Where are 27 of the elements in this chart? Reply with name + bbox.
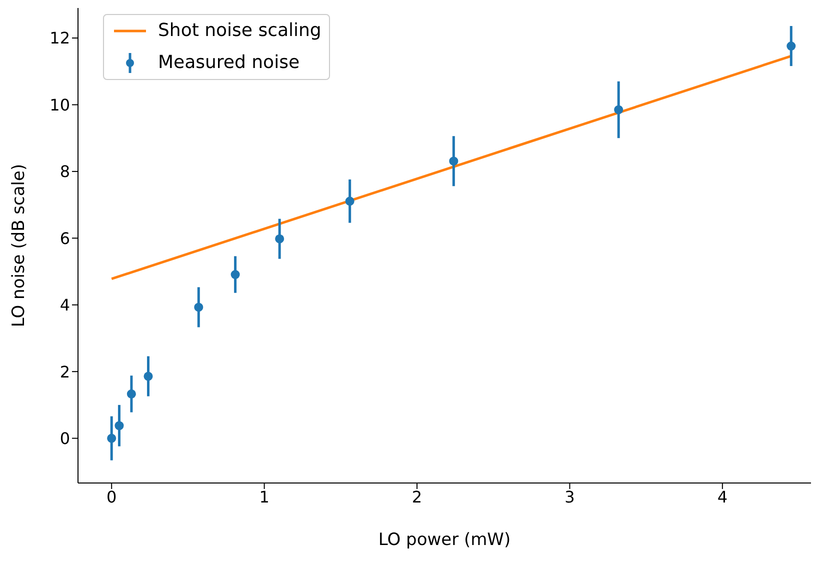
point [449,156,458,166]
x-tick-label: 3 [564,487,575,506]
point [114,421,124,430]
point [230,270,240,280]
y-tick-label: 0 [60,428,70,448]
y-axis-title: LO noise (dB scale) [9,164,30,328]
x-axis-title: LO power (mW) [378,530,511,550]
y-tick-label: 12 [50,28,70,48]
point [144,372,153,381]
x-tick-label: 1 [259,487,270,506]
y-tick-label: 10 [50,95,70,114]
point [786,42,796,51]
point [107,434,116,443]
x-tick-label: 4 [717,487,728,506]
point [345,196,354,206]
y-tick-label: 2 [60,362,70,382]
point [126,389,136,398]
point [194,302,204,312]
x-tick-label: 2 [412,487,422,506]
y-tick-label: 8 [60,162,70,182]
point [614,105,624,114]
legend-label: Shot noise scaling [158,19,322,43]
y-tick-label: 4 [60,296,70,315]
legend-label: Measured noise [158,51,300,75]
point [275,234,284,244]
x-tick-label: 0 [106,487,117,506]
y-tick-label: 6 [60,228,70,248]
